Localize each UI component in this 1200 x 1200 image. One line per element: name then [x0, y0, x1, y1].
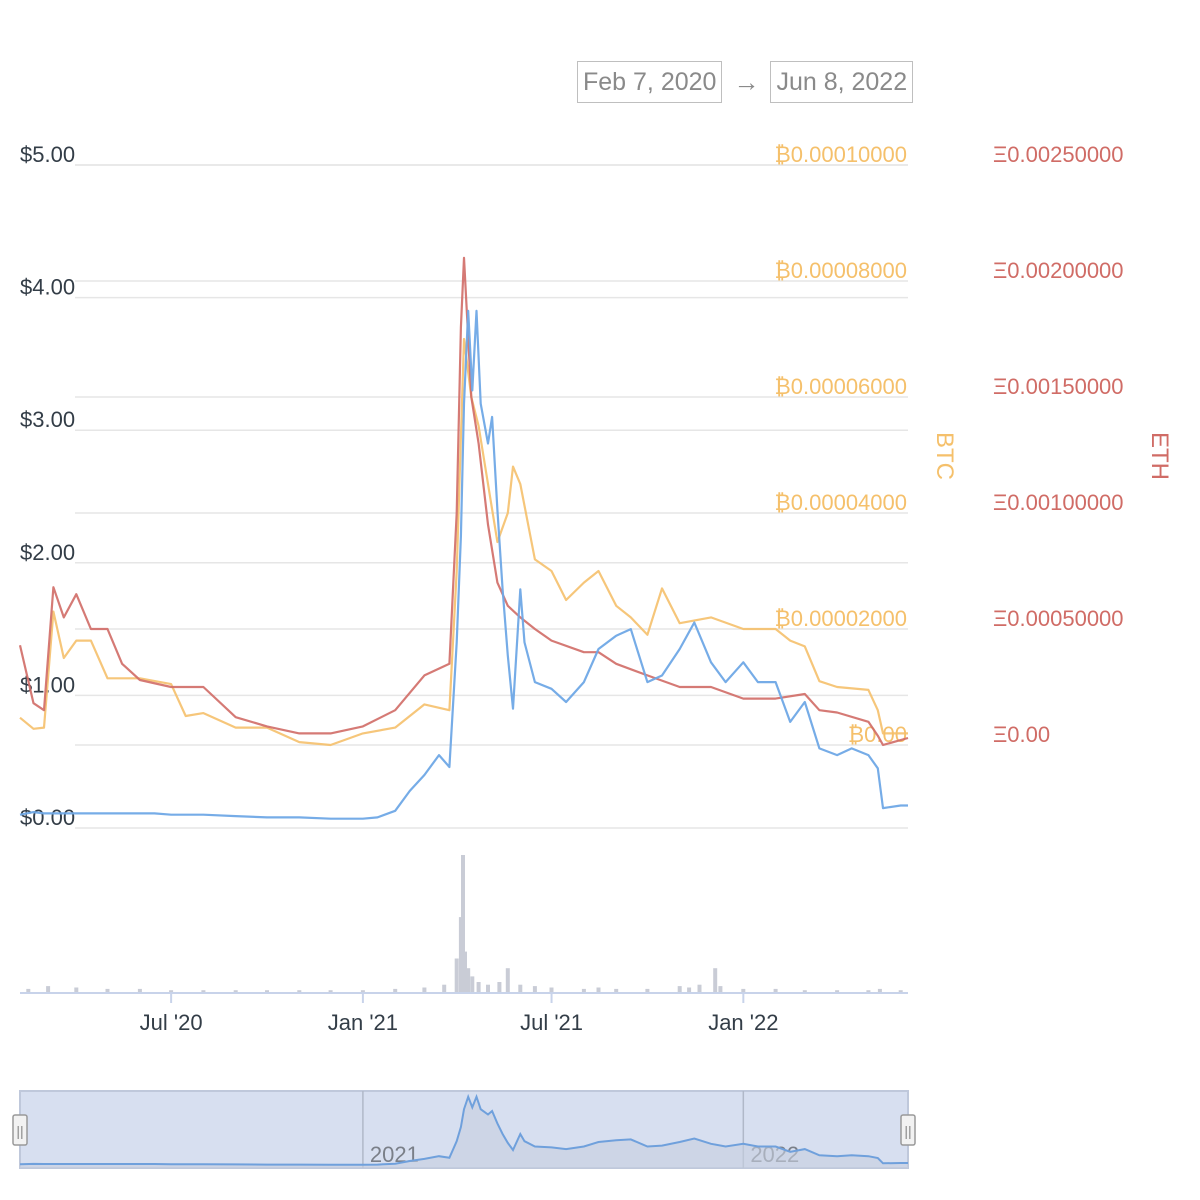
volume-bar	[645, 988, 650, 993]
volume-bar	[581, 988, 586, 993]
eth-tick-label: Ξ0.00150000	[993, 374, 1124, 399]
eth-tick-label: Ξ0.00050000	[993, 606, 1124, 631]
x-tick-label: Jul '21	[520, 1010, 583, 1035]
volume-bar	[470, 976, 475, 993]
date-range-selector: Feb 7, 2020 → Jun 8, 2022	[577, 61, 914, 103]
usd-tick-label: $5.00	[20, 142, 75, 167]
volume-bar	[596, 987, 601, 993]
navigator-line	[19, 1093, 908, 1166]
range-start-input[interactable]: Feb 7, 2020	[577, 61, 723, 103]
volume-bar	[741, 988, 746, 993]
volume-bars	[26, 855, 903, 993]
volume-bar	[697, 984, 702, 993]
btc-tick-label: ₿0.00004000	[774, 490, 907, 515]
volume-bar	[265, 990, 269, 993]
btc-axis: ₿0.00₿0.00002000₿0.00004000₿0.00006000₿0…	[774, 142, 907, 747]
volume-bar	[201, 990, 206, 993]
btc-series-line	[19, 337, 908, 747]
volume-bar	[422, 987, 427, 993]
btc-tick-label: ₿0.00010000	[774, 142, 907, 167]
volume-bar	[233, 990, 238, 993]
x-tick-label: Jan '22	[708, 1010, 778, 1035]
btc-tick-label: ₿0.00006000	[774, 374, 907, 399]
volume-bar	[360, 990, 365, 993]
volume-bar	[463, 951, 467, 993]
usd-tick-label: $2.00	[20, 540, 75, 565]
volume-bar	[476, 982, 481, 993]
volume-bar	[328, 990, 333, 993]
x-axis: Jul '20 Jan '21 Jul '21 Jan '22	[140, 993, 778, 1035]
usd-series-line	[19, 309, 908, 820]
volume-bar	[518, 984, 523, 993]
volume-bar	[74, 987, 79, 993]
volume-bar	[137, 988, 142, 993]
volume-bar	[614, 988, 619, 993]
navigator-handle-grip-icon: ||	[904, 1123, 911, 1139]
volume-bar	[549, 987, 554, 993]
grid-lines	[75, 164, 908, 829]
volume-bar	[105, 988, 110, 993]
navigator[interactable]: 20212022||||	[12, 1090, 916, 1169]
usd-tick-label: $4.00	[20, 275, 75, 300]
volume-bar	[466, 968, 471, 993]
eth-tick-label: Ξ0.00100000	[993, 490, 1124, 515]
volume-bar	[532, 986, 537, 993]
volume-bar	[835, 990, 840, 993]
volume-bar	[505, 968, 510, 993]
eth-axis: Ξ0.00 Ξ0.00050000 Ξ0.00100000 Ξ0.00150000 Ξ0…	[993, 142, 1124, 747]
volume-bar	[802, 990, 807, 993]
volume-bar	[297, 990, 302, 993]
btc-tick-label: ₿0.00002000	[774, 606, 907, 631]
volume-bar	[46, 986, 51, 993]
eth-tick-label: Ξ0.00250000	[993, 142, 1124, 167]
usd-tick-label: $0.00	[20, 805, 75, 830]
volume-bar	[866, 990, 871, 993]
volume-bar	[169, 990, 174, 993]
volume-bar	[26, 988, 31, 993]
eth-tick-label: Ξ0.00200000	[993, 258, 1124, 283]
series-lines	[18, 256, 909, 820]
volume-bar	[898, 990, 903, 993]
volume-bar	[773, 988, 778, 993]
usd-axis: $0.00$1.00$2.00$3.00$4.00$5.00	[20, 142, 75, 830]
range-arrow-icon: →	[733, 66, 760, 97]
navigator-area	[20, 1096, 908, 1168]
volume-bar	[461, 855, 465, 993]
volume-bar	[713, 968, 718, 993]
navigator-right-handle[interactable]	[900, 1114, 916, 1146]
volume-bar	[877, 988, 882, 993]
volume-bar	[486, 984, 490, 993]
navigator-left-handle[interactable]	[12, 1114, 28, 1146]
volume-bar	[454, 958, 459, 993]
range-end-input[interactable]: Jun 8, 2022	[770, 61, 914, 103]
x-tick-label: Jan '21	[328, 1010, 398, 1035]
navigator-handle-grip-icon: ||	[16, 1123, 23, 1139]
eth-axis-title: ETH	[1146, 432, 1173, 480]
volume-bar	[442, 984, 447, 993]
volume-bar	[458, 917, 463, 993]
volume-bar	[677, 986, 682, 993]
volume-bar	[718, 986, 723, 993]
volume-bar	[497, 982, 502, 993]
btc-axis-title: BTC	[931, 432, 958, 480]
eth-tick-label: Ξ0.00	[993, 722, 1050, 747]
btc-tick-label: ₿0.00008000	[774, 258, 907, 283]
volume-bar	[393, 988, 398, 993]
usd-tick-label: $3.00	[20, 407, 75, 432]
volume-bar	[687, 987, 692, 993]
x-tick-label: Jul '20	[140, 1010, 203, 1035]
